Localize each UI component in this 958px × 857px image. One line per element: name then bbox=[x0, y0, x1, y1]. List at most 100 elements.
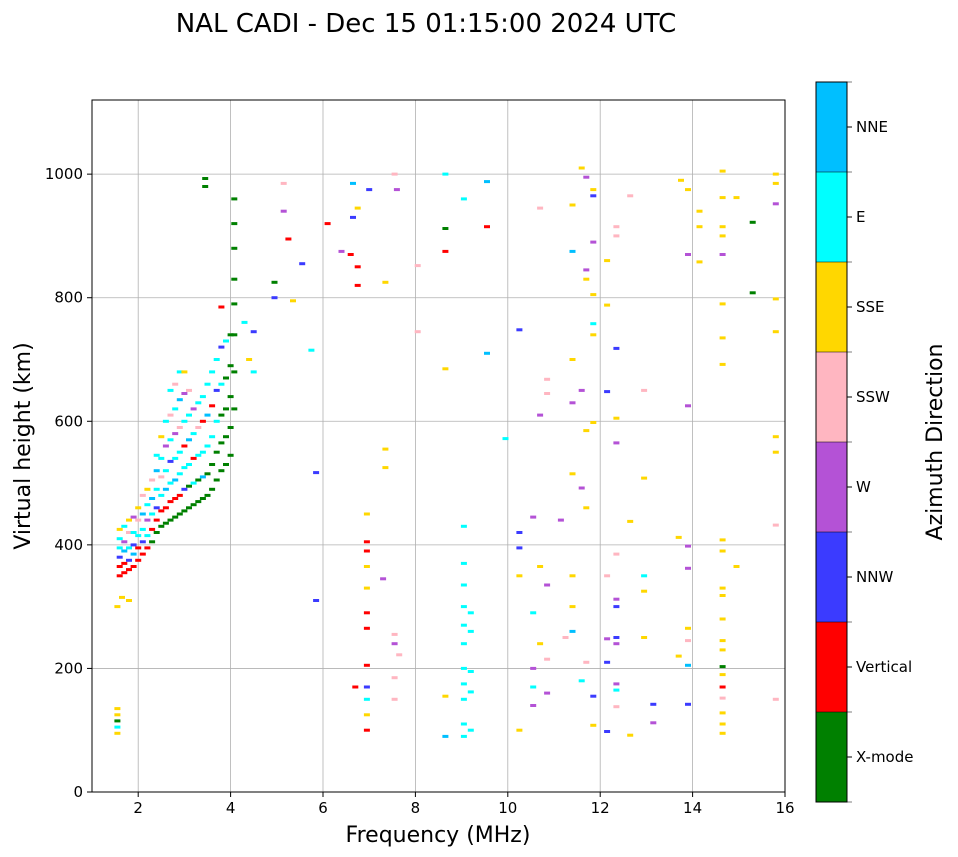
echo-mark-e bbox=[199, 450, 206, 454]
echo-mark-x-mode bbox=[749, 220, 756, 224]
echo-mark-e bbox=[186, 463, 192, 466]
echo-mark-w bbox=[557, 518, 564, 522]
echo-mark-ssw bbox=[685, 639, 691, 643]
echo-mark-w bbox=[380, 577, 387, 581]
echo-mark-sse bbox=[675, 535, 682, 539]
echo-mark-x-mode bbox=[218, 441, 225, 445]
echo-mark-ssw bbox=[414, 330, 421, 334]
echo-mark-sse bbox=[719, 169, 726, 173]
echo-mark-x-mode bbox=[231, 222, 238, 226]
echo-mark-e bbox=[530, 611, 537, 615]
echo-mark-sse bbox=[569, 574, 576, 578]
echo-mark-e bbox=[460, 623, 467, 627]
echo-mark-sse bbox=[590, 723, 597, 727]
echo-mark-nne bbox=[569, 629, 576, 633]
y-tick-label: 200 bbox=[54, 659, 83, 677]
echo-mark-nne bbox=[176, 398, 183, 402]
echo-mark-ssw bbox=[627, 194, 634, 198]
echo-mark-vertical bbox=[116, 574, 123, 578]
echo-mark-w bbox=[685, 404, 691, 408]
echo-mark-nnw bbox=[167, 459, 174, 463]
echo-mark-ssw bbox=[613, 552, 620, 556]
echo-mark-sse bbox=[675, 654, 682, 658]
echo-mark-sse bbox=[772, 181, 779, 185]
echo-mark-sse bbox=[569, 203, 576, 207]
echo-mark-sse bbox=[641, 636, 648, 639]
echo-mark-nne bbox=[685, 663, 691, 667]
echo-mark-ssw bbox=[195, 426, 202, 429]
echo-mark-e bbox=[172, 407, 179, 411]
colorbar-swatch-nnw bbox=[816, 532, 847, 622]
echo-mark-sse bbox=[604, 259, 611, 263]
echo-mark-x-mode bbox=[162, 521, 169, 525]
echo-mark-w bbox=[530, 704, 537, 707]
echo-mark-x-mode bbox=[199, 497, 206, 500]
echo-mark-sse bbox=[719, 336, 726, 340]
echo-mark-ssw bbox=[167, 413, 174, 417]
echo-mark-sse bbox=[613, 416, 620, 420]
echo-mark-sse bbox=[627, 733, 634, 737]
echo-mark-sse bbox=[719, 225, 726, 229]
echo-mark-ssw bbox=[583, 660, 590, 664]
echo-mark-nne bbox=[484, 180, 490, 184]
echo-mark-sse bbox=[719, 731, 726, 735]
echo-mark-vertical bbox=[144, 546, 151, 550]
echo-mark-e bbox=[250, 370, 257, 374]
echo-mark-nnw bbox=[153, 506, 160, 510]
echo-mark-e bbox=[116, 537, 123, 541]
echo-mark-nne bbox=[162, 487, 169, 491]
echo-mark-x-mode bbox=[195, 478, 202, 482]
echo-mark-ssw bbox=[641, 388, 648, 392]
echo-mark-nnw bbox=[685, 702, 691, 706]
echo-mark-nnw bbox=[181, 487, 188, 491]
echo-mark-sse bbox=[442, 694, 449, 698]
colorbar-swatch-x-mode bbox=[816, 712, 847, 802]
echo-mark-nne bbox=[350, 181, 356, 185]
echo-mark-vertical bbox=[135, 558, 142, 562]
colorbar-swatch-nne bbox=[816, 82, 847, 172]
echo-mark-x-mode bbox=[186, 506, 192, 510]
echo-mark-nnw bbox=[590, 194, 597, 198]
echo-mark-e bbox=[502, 437, 509, 441]
echo-mark-sse bbox=[569, 605, 576, 609]
echo-mark-w bbox=[772, 202, 779, 206]
echo-mark-sse bbox=[114, 713, 121, 717]
echo-mark-x-mode bbox=[227, 333, 234, 337]
colorbar-swatch-vertical bbox=[816, 622, 847, 712]
colorbar-label-sse: SSE bbox=[856, 298, 885, 316]
echo-mark-w bbox=[650, 721, 657, 725]
echo-mark-nnw bbox=[363, 685, 370, 689]
echo-mark-nne bbox=[172, 478, 179, 482]
echo-mark-sse bbox=[382, 447, 389, 451]
echo-mark-e bbox=[158, 456, 165, 460]
echo-mark-sse bbox=[719, 538, 726, 542]
echo-mark-e bbox=[204, 382, 211, 386]
echo-mark-x-mode bbox=[231, 302, 238, 306]
echo-mark-vertical bbox=[347, 253, 354, 256]
echo-mark-sse bbox=[641, 476, 648, 480]
echo-mark-x-mode bbox=[218, 413, 225, 417]
echo-mark-e bbox=[167, 438, 174, 442]
echo-mark-x-mode bbox=[153, 531, 160, 534]
echo-mark-vertical bbox=[218, 305, 225, 309]
echo-mark-ssw bbox=[391, 632, 398, 636]
echo-mark-nne bbox=[139, 512, 146, 516]
echo-mark-sse bbox=[685, 626, 691, 630]
echo-mark-sse bbox=[772, 330, 779, 334]
echo-mark-e bbox=[209, 435, 216, 439]
echo-mark-x-mode bbox=[218, 469, 225, 473]
colorbar-label-ssw: SSW bbox=[856, 388, 890, 406]
echo-mark-vertical bbox=[719, 685, 726, 689]
echo-mark-vertical bbox=[167, 500, 174, 504]
echo-mark-e bbox=[209, 370, 216, 374]
echo-mark-sse bbox=[719, 302, 726, 306]
x-tick-label: 14 bbox=[683, 799, 702, 817]
echo-mark-e bbox=[467, 728, 474, 732]
echo-mark-vertical bbox=[363, 540, 370, 544]
echo-mark-sse bbox=[583, 429, 590, 433]
echo-mark-x-mode bbox=[202, 177, 209, 180]
echo-mark-sse bbox=[114, 731, 121, 735]
echo-mark-sse bbox=[627, 519, 634, 523]
echo-mark-e bbox=[460, 734, 467, 738]
echo-mark-vertical bbox=[121, 561, 128, 565]
